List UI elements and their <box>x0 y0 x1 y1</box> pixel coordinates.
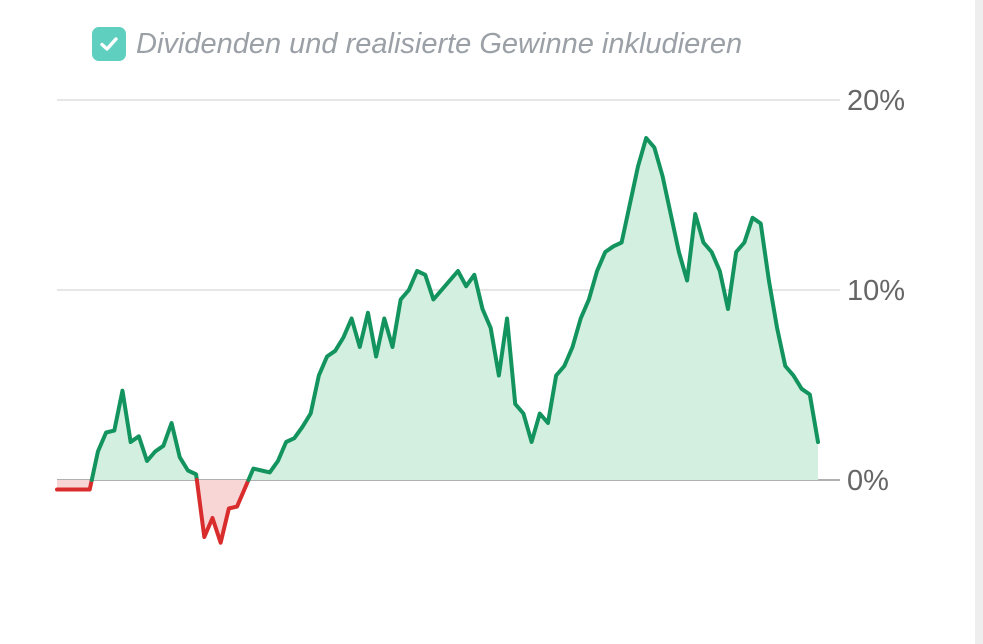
y-tick-label-0: 20% <box>847 85 905 117</box>
checkbox-label: Dividenden und realisierte Gewinne inklu… <box>136 27 743 60</box>
right-edge <box>975 0 983 644</box>
y-tick-label-1: 10% <box>847 275 905 307</box>
negative-line-2 <box>194 478 251 545</box>
include-dividends-checkbox[interactable]: Dividenden und realisierte Gewinne inklu… <box>92 22 742 66</box>
negative-area-2 <box>196 480 249 543</box>
positive-line-3 <box>246 136 820 482</box>
positive-line-1 <box>89 388 199 482</box>
positive-area-1 <box>91 390 197 480</box>
y-tick-label-2: 0% <box>847 465 889 497</box>
negative-line-0 <box>55 478 94 492</box>
positive-area-3 <box>248 138 818 480</box>
negative-area-0 <box>57 480 92 490</box>
checkbox-box[interactable] <box>92 27 126 61</box>
check-icon <box>100 37 118 51</box>
